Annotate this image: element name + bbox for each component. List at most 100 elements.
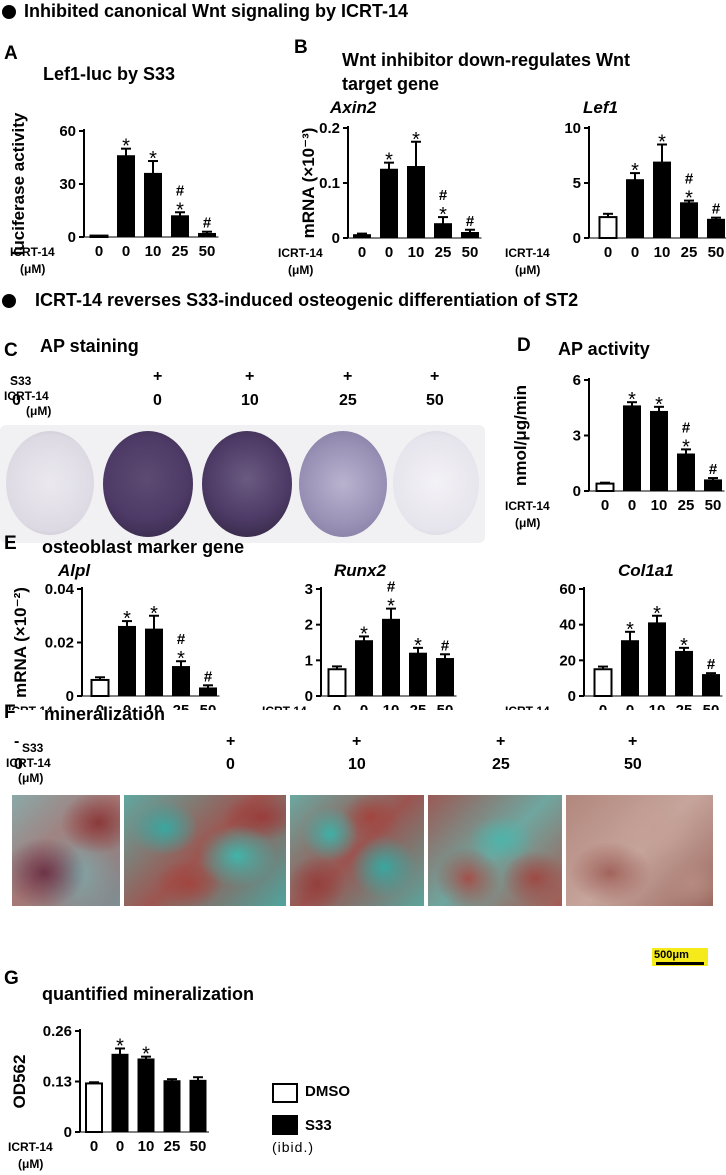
y-axis-label: mRNA (×10⁻²): [11, 587, 30, 698]
chart-title: Runx2: [334, 561, 387, 580]
s33-sign-0: -: [14, 733, 20, 750]
significance-star: *: [628, 389, 636, 411]
significance-star: *: [631, 160, 639, 182]
bar: [382, 618, 400, 697]
significance-hash: #: [466, 213, 475, 230]
y-tick-label: 0: [66, 688, 74, 705]
dose-1: 0: [153, 392, 162, 409]
x-tick-label: 50: [703, 702, 720, 710]
ap-well-10: [202, 431, 292, 537]
x-tick-label: 0: [90, 1138, 98, 1155]
bar: [593, 668, 613, 697]
significance-star: *: [116, 1035, 124, 1057]
significance-star: *: [150, 603, 158, 625]
bar: [85, 1082, 103, 1133]
x-tick-label: 0: [360, 702, 368, 710]
icrt-axis-caption: ICRT-14: [505, 499, 550, 513]
y-tick-label: 0.2: [319, 120, 340, 137]
y-axis-label: nmol/μg/min: [511, 385, 530, 486]
icrt-label: ICRT-14: [6, 756, 51, 770]
icrt-label: ICRT-14: [4, 389, 49, 403]
dose-0: 0: [14, 756, 23, 773]
icrt-axis-caption: ICRT-14: [278, 246, 323, 260]
panel-letter-c: C: [4, 340, 18, 361]
section-bullet-icon: [2, 5, 16, 19]
panel-letter-d: D: [517, 335, 531, 356]
y-tick-label: 5: [573, 175, 581, 192]
x-tick-label: 0: [628, 497, 636, 514]
bar: [675, 650, 693, 697]
ap-well-dmso: [6, 431, 94, 535]
x-tick-label: 0: [116, 1138, 124, 1155]
s33-sign-0: -: [12, 368, 18, 385]
significance-hash: #: [707, 656, 716, 673]
x-tick-label: 10: [651, 497, 668, 514]
x-tick-label: 10: [408, 244, 425, 261]
chart-e-col1a1: Col1a1020406000*10*25*50#ICRT-14(μM): [505, 561, 723, 710]
icrt-axis-caption: ICRT-14: [505, 246, 550, 260]
icrt-unit: (μM): [18, 771, 44, 785]
chart-title: Alpl: [57, 561, 91, 580]
panel-letter-e: E: [4, 533, 17, 554]
x-tick-label: 50: [462, 244, 479, 261]
x-tick-label: 50: [437, 702, 454, 710]
bar: [621, 640, 639, 697]
y-tick-label: 0.13: [43, 1074, 72, 1091]
significance-hash: #: [203, 215, 212, 232]
s33-sign-4: +: [430, 368, 440, 385]
x-tick-label: 10: [649, 702, 666, 710]
y-tick-label: 20: [559, 652, 576, 669]
scale-bar: [652, 948, 708, 966]
s33-sign-3: +: [343, 368, 353, 385]
legend-s33-swatch: [272, 1115, 298, 1135]
icrt-axis-unit: (μM): [515, 263, 540, 277]
bar: [90, 678, 110, 697]
icrt-unit: (μM): [26, 404, 52, 418]
bar: [407, 166, 425, 239]
y-tick-label: 0: [64, 1124, 72, 1141]
bar: [118, 625, 136, 697]
section-title-wnt: Inhibited canonical Wnt signaling by ICR…: [24, 1, 409, 21]
panel-letter-b: B: [294, 37, 308, 58]
icrt-axis-unit: (μM): [515, 516, 540, 530]
bar: [598, 216, 618, 239]
y-tick-label: 3: [573, 428, 581, 445]
x-tick-label: 0: [626, 702, 634, 710]
significance-hash: #: [441, 637, 450, 654]
dose-4: 50: [426, 392, 444, 409]
panel-title-g: quantified mineralization: [42, 984, 255, 1004]
section-title-reversal: ICRT-14 reverses S33-induced osteogenic …: [35, 290, 579, 310]
bar: [707, 218, 725, 239]
bar: [623, 405, 641, 492]
x-tick-label: 50: [705, 497, 722, 514]
significance-star: *: [177, 648, 185, 670]
bar: [650, 410, 668, 492]
dose-4: 50: [624, 756, 642, 773]
significance-star: *: [385, 150, 393, 172]
x-tick-label: 0: [122, 243, 130, 260]
y-tick-label: 0.04: [45, 581, 75, 598]
s33-sign-2: +: [352, 733, 362, 750]
significance-hash: #: [387, 579, 396, 596]
x-tick-label: 50: [200, 702, 217, 710]
y-tick-label: 3: [305, 581, 313, 598]
icrt-axis-caption: ICRT-14: [10, 245, 55, 259]
y-tick-label: 0: [68, 229, 76, 246]
significance-star: *: [122, 136, 130, 158]
bar: [198, 232, 216, 238]
bar: [189, 1079, 207, 1133]
bar: [117, 155, 135, 238]
significance-hash: #: [439, 187, 448, 204]
ap-well-50: [393, 431, 479, 535]
significance-star: *: [626, 619, 634, 641]
bar: [145, 628, 163, 697]
x-tick-label: 10: [138, 1138, 155, 1155]
panel-letter-a: A: [4, 43, 18, 64]
bar: [199, 687, 217, 697]
bar: [409, 652, 427, 697]
legend-note: (ibid.): [272, 1139, 315, 1155]
